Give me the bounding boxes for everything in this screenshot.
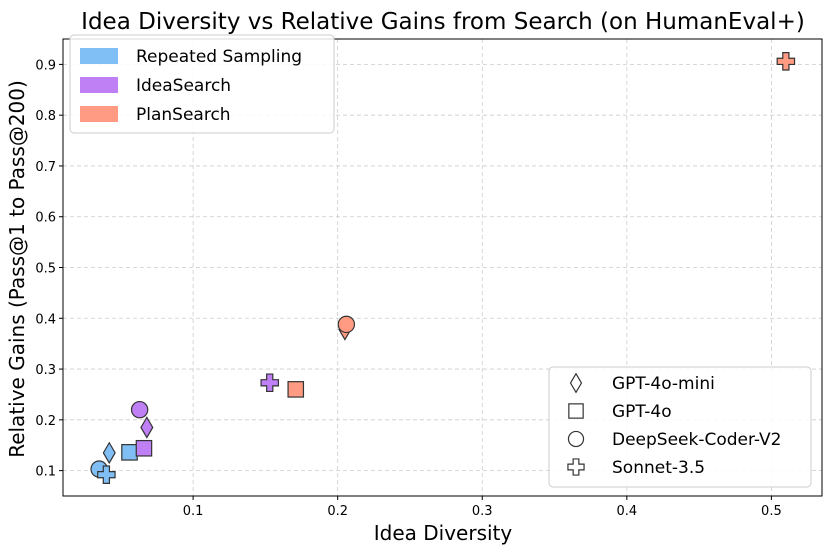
y-tick-label: 0.8 [35, 109, 56, 124]
x-tick-label: 0.1 [183, 504, 204, 519]
data-point-square [135, 439, 153, 457]
y-axis-label: Relative Gains (Pass@1 to Pass@200) [5, 80, 29, 458]
data-point-plus [97, 465, 116, 484]
method-legend: Repeated Sampling IdeaSearch PlanSearch [69, 34, 335, 134]
legend-circle-icon [567, 430, 585, 448]
x-tick-label: 0.2 [327, 504, 348, 519]
model-legend-box [548, 366, 812, 488]
model-legend: GPT-4o-mini GPT-4o DeepSeek-Coder-V2 Sonnet… [548, 366, 812, 488]
legend-label: GPT-4o-mini [612, 374, 715, 394]
data-point-plus [260, 373, 280, 393]
data-point-plus [776, 52, 796, 71]
data-point-square [121, 444, 138, 461]
plot-frame [62, 38, 823, 497]
x-axis-label: Idea Diversity [374, 521, 513, 545]
legend-label: GPT-4o [612, 402, 672, 422]
legend-label: Repeated Sampling [136, 47, 302, 67]
y-tick-label: 0.1 [35, 465, 56, 480]
legend-diamond-icon [569, 372, 583, 394]
legend-swatch [80, 106, 118, 122]
legend-label: DeepSeek-Coder-V2 [612, 430, 782, 450]
y-tick-label: 0.9 [35, 58, 56, 73]
y-tick-label: 0.3 [35, 363, 56, 378]
legend-label: Sonnet-3.5 [612, 458, 705, 478]
x-tick-label: 0.5 [761, 504, 782, 519]
x-tick-label: 0.3 [472, 504, 493, 519]
data-point-square [287, 381, 305, 398]
data-point-diamond [140, 416, 154, 439]
axis-ticks: 0.1 0.2 0.3 0.4 0.5 0.1 0.2 0.3 0.4 0.5 0.6 0.7 0.8 0… [35, 58, 781, 519]
y-tick-label: 0.4 [35, 312, 56, 327]
method-legend-box [69, 34, 335, 134]
legend-square-icon [568, 403, 584, 419]
legend-label: IdeaSearch [136, 76, 231, 96]
legend-plus-icon [567, 458, 585, 476]
data-point-circle [337, 315, 356, 334]
y-tick-label: 0.2 [35, 414, 56, 429]
data-point-circle [130, 400, 149, 419]
y-tick-label: 0.5 [35, 262, 56, 277]
legend-label: PlanSearch [136, 105, 231, 125]
y-tick-label: 0.7 [35, 160, 56, 175]
y-tick-label: 0.6 [35, 211, 56, 226]
data-point-diamond [102, 441, 116, 465]
x-tick-label: 0.4 [616, 504, 637, 519]
chart-title: Idea Diversity vs Relative Gains from Se… [81, 9, 805, 35]
legend-swatch [80, 48, 118, 64]
data-points [90, 52, 796, 484]
legend-swatch [80, 77, 118, 93]
